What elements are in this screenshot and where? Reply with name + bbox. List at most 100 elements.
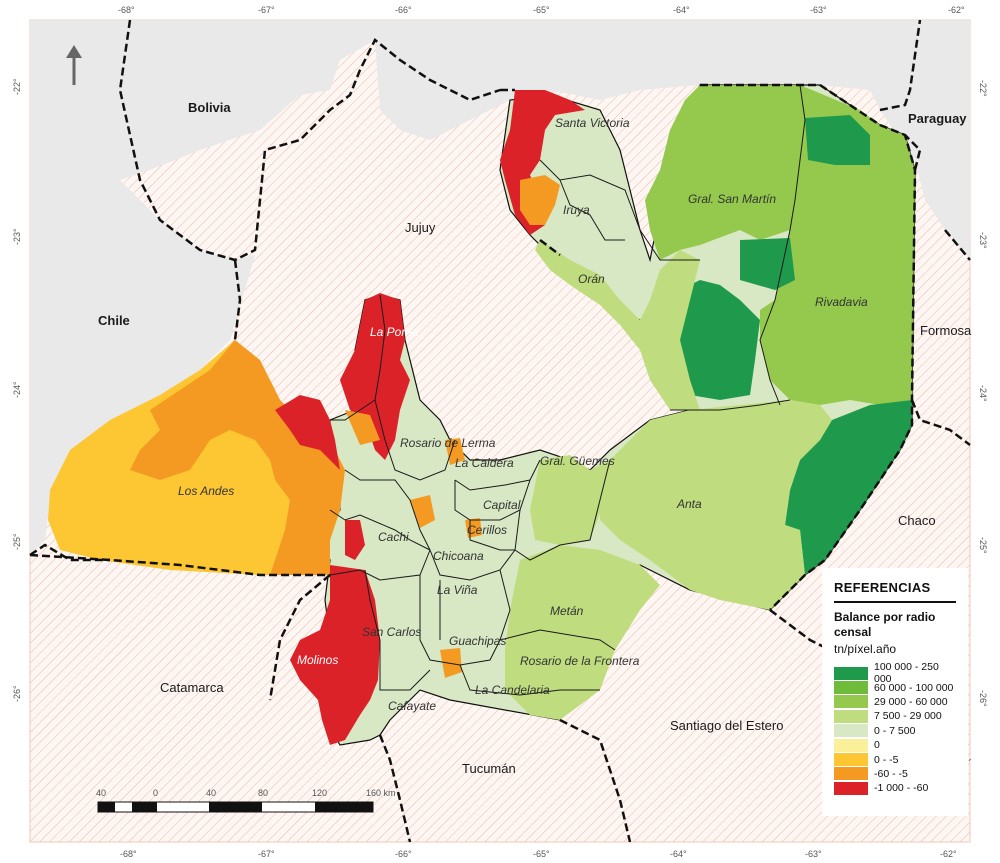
legend-swatch bbox=[834, 753, 868, 767]
scale-label-0: 0 bbox=[153, 788, 158, 798]
label-paraguay: Paraguay bbox=[908, 111, 967, 126]
legend-item-label: 7 500 - 29 000 bbox=[874, 710, 942, 723]
region-green-rivadavia bbox=[760, 85, 915, 405]
region-guemes bbox=[530, 455, 610, 545]
region-la-poma-red bbox=[340, 293, 410, 460]
legend-item: -1 000 - -60 bbox=[834, 781, 956, 795]
legend: REFERENCIAS Balance por radio censal tn/… bbox=[822, 568, 968, 816]
boundaries-dashed bbox=[29, 19, 971, 843]
label-chicoana: Chicoana bbox=[433, 549, 484, 563]
label-cerrillos: Cerillos bbox=[467, 523, 507, 537]
label-capital: Capital bbox=[483, 498, 521, 512]
legend-swatch bbox=[834, 767, 868, 781]
tick-top-65: -65° bbox=[533, 5, 550, 15]
label-rosario-de-la-frontera: Rosario de la Frontera bbox=[520, 654, 640, 668]
region-dark-green-4 bbox=[785, 400, 912, 575]
tick-top-66: -66° bbox=[395, 5, 412, 15]
label-chaco: Chaco bbox=[898, 513, 936, 528]
ticks-top: -68° -67° -66° -65° -64° -63° -62° bbox=[118, 5, 965, 15]
tick-top-63: -63° bbox=[810, 5, 827, 15]
label-cachi: Cachi bbox=[378, 530, 409, 544]
region-dark-green-3 bbox=[670, 280, 760, 400]
tick-left-22: -22° bbox=[12, 78, 22, 95]
label-la-poma: La Poma bbox=[370, 325, 418, 339]
label-bolivia: Bolivia bbox=[188, 100, 231, 115]
legend-swatch bbox=[834, 724, 868, 738]
ticks-right: -22° -23° -24° -25° -26° bbox=[978, 80, 988, 707]
legend-item: 29 000 - 60 000 bbox=[834, 695, 956, 709]
label-san-carlos: San Carlos bbox=[362, 625, 421, 639]
region-molinos-red bbox=[290, 565, 380, 745]
tick-top-67: -67° bbox=[258, 5, 275, 15]
legend-item: 0 - 7 500 bbox=[834, 724, 956, 738]
tick-bottom-62: -62° bbox=[940, 849, 957, 859]
label-formosa: Formosa bbox=[920, 323, 972, 338]
tick-left-25: -25° bbox=[12, 533, 22, 550]
label-iruya: Iruya bbox=[563, 203, 590, 217]
label-jujuy: Jujuy bbox=[405, 220, 436, 235]
legend-item-label: 60 000 - 100 000 bbox=[874, 681, 954, 694]
legend-item-label: -60 - -5 bbox=[874, 767, 908, 780]
tick-bottom-64: -64° bbox=[670, 849, 687, 859]
label-la-candelaria: La Candelaria bbox=[475, 683, 550, 697]
department-boundaries bbox=[329, 84, 806, 696]
ticks-bottom: -68° -67° -66° -65° -64° -63° -62° bbox=[120, 849, 957, 859]
tick-right-24: -24° bbox=[978, 385, 988, 402]
tick-right-25: -25° bbox=[978, 537, 988, 554]
scale-label-80: 80 bbox=[258, 788, 268, 798]
legend-item: 7 500 - 29 000 bbox=[834, 709, 956, 723]
label-gral-guemes: Gral. Güemes bbox=[540, 454, 615, 468]
legend-item-label: 0 - -5 bbox=[874, 753, 899, 766]
scale-bar: 40 0 40 80 120 160 km bbox=[96, 788, 396, 813]
legend-subtitle: Balance por radio censal bbox=[834, 610, 936, 639]
tick-bottom-67: -67° bbox=[258, 849, 275, 859]
scale-label-40: 40 bbox=[206, 788, 216, 798]
legend-item: 60 000 - 100 000 bbox=[834, 680, 956, 695]
legend-item: -60 - -5 bbox=[834, 767, 956, 781]
legend-item: 100 000 - 250 000 bbox=[834, 661, 956, 685]
label-guachipas: Guachipas bbox=[449, 634, 506, 648]
legend-items: 100 000 - 250 000 60 000 - 100 000 29 000 … bbox=[834, 661, 956, 796]
label-la-caldera: La Caldera bbox=[455, 456, 514, 470]
region-anta-mid bbox=[600, 400, 832, 610]
tick-right-23: -23° bbox=[978, 232, 988, 249]
legend-swatch bbox=[834, 738, 868, 752]
legend-swatch bbox=[834, 695, 868, 709]
legend-unit: tn/píxel.año bbox=[834, 642, 897, 656]
region-red-west bbox=[275, 395, 340, 470]
legend-title: REFERENCIAS bbox=[834, 580, 956, 603]
region-dark-green-2 bbox=[740, 238, 795, 290]
tick-left-24: -24° bbox=[12, 381, 22, 398]
label-santa-victoria: Santa Victoria bbox=[555, 116, 630, 130]
tick-top-62: -62° bbox=[948, 5, 965, 15]
legend-swatch bbox=[834, 781, 868, 795]
tick-right-26: -26° bbox=[978, 690, 988, 707]
tick-top-64: -64° bbox=[673, 5, 690, 15]
north-arrow-icon bbox=[66, 45, 82, 85]
scale-label-40w: 40 bbox=[96, 788, 106, 798]
label-chile: Chile bbox=[98, 313, 130, 328]
label-rosario-de-lerma: Rosario de Lerma bbox=[400, 436, 496, 450]
region-cachi-red bbox=[345, 520, 365, 560]
tick-right-22: -22° bbox=[978, 80, 988, 97]
label-rivadavia: Rivadavia bbox=[815, 295, 868, 309]
label-la-vina: La Viña bbox=[437, 583, 478, 597]
region-orange-spot-4 bbox=[465, 518, 482, 538]
label-gral-san-martin: Gral. San Martín bbox=[688, 192, 776, 206]
label-santiago: Santiago del Estero bbox=[670, 718, 783, 733]
tick-top-68: -68° bbox=[118, 5, 135, 15]
label-los-andes: Los Andes bbox=[178, 484, 234, 498]
legend-swatch bbox=[834, 666, 868, 680]
region-orange-spot-5 bbox=[345, 410, 380, 445]
tick-left-23: -23° bbox=[12, 228, 22, 245]
legend-item-label: 0 bbox=[874, 739, 880, 752]
region-green-gsm bbox=[645, 85, 805, 260]
label-oran: Orán bbox=[578, 272, 605, 286]
region-dark-green-1 bbox=[805, 115, 870, 165]
tick-bottom-66: -66° bbox=[395, 849, 412, 859]
region-los-andes-orange bbox=[130, 340, 345, 575]
label-metan: Metán bbox=[550, 604, 584, 618]
tick-left-26: -26° bbox=[12, 685, 22, 702]
legend-item-label: -1 000 - -60 bbox=[874, 782, 929, 795]
scale-label-120: 120 bbox=[312, 788, 327, 798]
